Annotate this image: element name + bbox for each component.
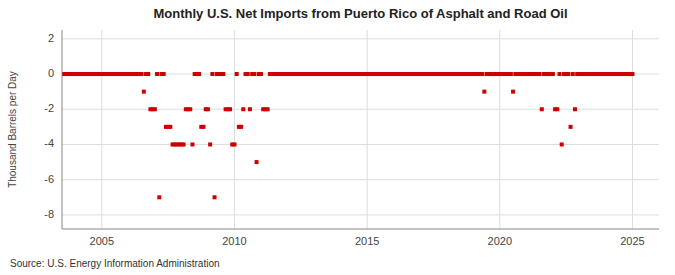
title: Monthly U.S. Net Imports from Puerto Ric… [153,6,567,21]
point [259,72,263,76]
point [157,195,161,199]
grid-line [62,179,659,180]
point [228,107,232,111]
point [232,142,236,146]
point [630,72,634,76]
point [235,72,239,76]
point [266,107,270,111]
x-tick-label: 2015 [355,235,379,247]
chart: -8 -6 -4 -2 0 2 2005 2010 2015 2020 2025 Monthly U.… [0,0,675,275]
point [197,72,201,76]
y-axis-line [62,30,63,229]
point [571,72,575,76]
point [162,72,166,76]
y-tick-label: -6 [44,173,54,185]
point [538,72,542,76]
point [248,107,252,111]
point [252,72,256,76]
point [210,72,214,76]
grid-line [62,38,659,39]
y-tick-label: 2 [48,32,54,44]
x-tick-label: 2010 [222,235,246,247]
point [140,72,144,76]
grid-line [62,144,659,145]
x-tick-label: 2020 [488,235,512,247]
point [168,125,172,129]
grid-line [101,30,102,229]
point [142,90,146,94]
point [555,107,559,111]
y-axis-label: Thousand Barrels per Day [7,71,18,188]
point [573,107,577,111]
point [221,72,225,76]
grid-line [62,214,659,215]
point [482,90,486,94]
point [560,142,564,146]
grid-line [499,30,500,229]
y-tick-label: -4 [44,137,54,149]
x-tick-label: 2005 [90,235,114,247]
point [239,125,243,129]
grid [62,30,659,229]
point [241,107,245,111]
y-tick-label: -2 [44,102,54,114]
y-tick-label: -8 [44,208,54,220]
point [190,142,194,146]
point [480,72,484,76]
point [255,160,259,164]
point [558,72,562,76]
point [213,195,217,199]
grid-line [367,30,368,229]
plot-area [62,30,659,229]
grid-line [234,30,235,229]
point [566,72,570,76]
point [155,72,159,76]
grid-line [632,30,633,229]
point [511,90,515,94]
source-note: Source: U.S. Energy Information Administ… [10,258,220,269]
x-axis-line [62,229,659,230]
point [208,142,212,146]
point [182,142,186,146]
point [540,107,544,111]
point [188,107,192,111]
tick-labels: -8 -6 -4 -2 0 2 2005 2010 2015 2020 2025 [44,32,644,247]
point [206,107,210,111]
point [153,107,157,111]
point [202,125,206,129]
point [551,72,555,76]
points [62,72,634,199]
x-tick-label: 2025 [620,235,644,247]
point [509,72,513,76]
y-tick-label: 0 [48,67,54,79]
point [569,125,573,129]
point [246,72,250,76]
point [146,72,150,76]
